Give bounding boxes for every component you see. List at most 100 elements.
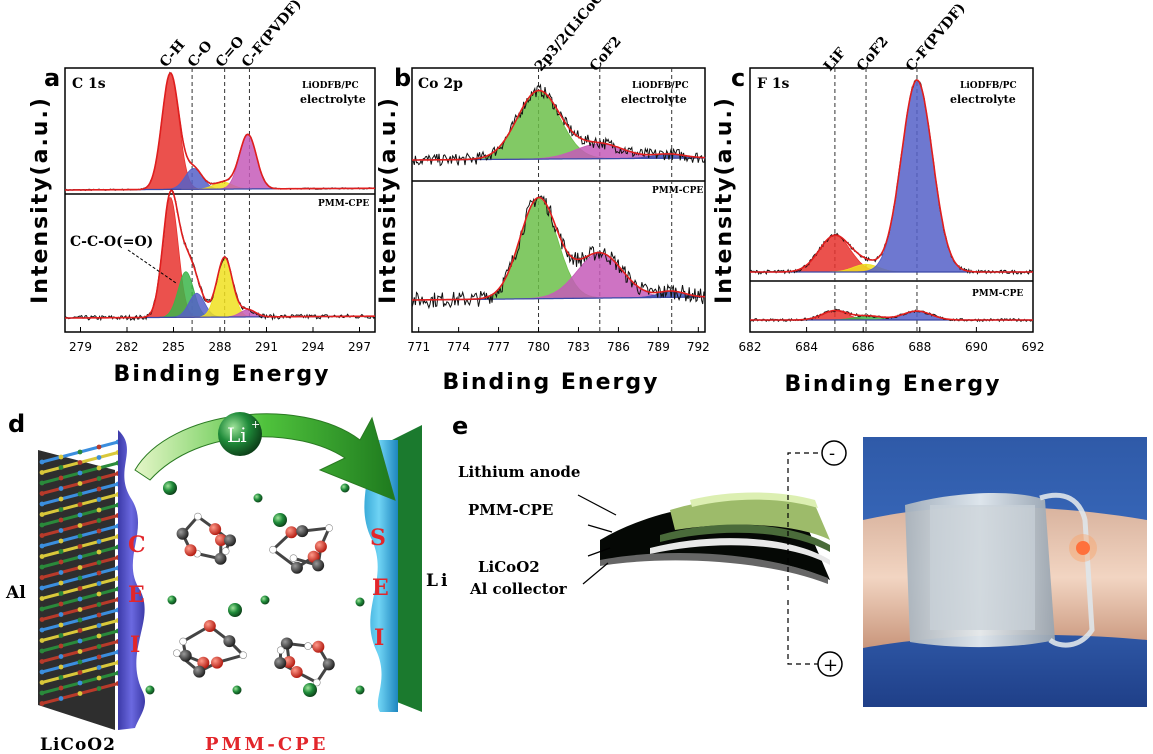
atom-3-8 — [276, 646, 285, 655]
atom-0-1 — [214, 552, 227, 565]
lattice-atom-4-1 — [58, 496, 64, 502]
leader-anode — [577, 494, 617, 516]
lattice-atom-3-3 — [96, 476, 102, 481]
lattice-atom-7-0 — [39, 533, 45, 538]
panel-b: b Co 2p LiODFB/PC electrolyte PMM-CPE 2p… — [376, 0, 710, 395]
li-ion-11 — [145, 685, 155, 695]
lattice-atom-1-3 — [96, 455, 102, 460]
panel-e-letter: e — [452, 412, 468, 440]
panel-a-x-title: Binding Energy — [114, 362, 331, 387]
atom-3-6 — [290, 665, 303, 678]
lattice-atom-14-0 — [39, 606, 45, 612]
panel-c: c F 1s LiODFB/PC electrolyte PMM-CPE LiF… — [712, 0, 1044, 397]
li-ion-6 — [228, 603, 242, 617]
panel-c-letter: c — [731, 64, 745, 92]
atom-3-2 — [304, 642, 312, 650]
panel-c-electrolyte-line2: electrolyte — [950, 93, 1016, 106]
lattice-atom-6-1 — [58, 517, 64, 523]
panel-c-frame — [749, 67, 1034, 333]
photo-led — [1076, 541, 1090, 555]
lattice-atom-7-2 — [77, 523, 83, 528]
lattice-atom-2-1 — [58, 475, 64, 481]
lattice-atom-1-0 — [39, 470, 45, 475]
lattice-atom-16-3 — [96, 612, 102, 618]
x-tick-label-7: 792 — [687, 340, 710, 354]
atom-0-0 — [215, 534, 227, 546]
lattice-atom-6-3 — [96, 507, 102, 513]
atom-0-8 — [221, 547, 230, 555]
lattice-atom-9-3 — [96, 539, 102, 544]
lattice-atom-20-0 — [39, 669, 45, 675]
panel-c-core-label: F 1s — [757, 76, 790, 92]
lattice-atom-14-2 — [77, 596, 83, 602]
panel-a-core-label: C 1s — [72, 76, 106, 92]
panel-a-annotation: C-C-O(=O) — [70, 234, 153, 250]
photo-led-glow — [1069, 534, 1097, 562]
lithium-anode-layer — [670, 496, 830, 540]
layer-label-al: Al collector — [469, 580, 568, 598]
lattice-atom-3-2 — [77, 481, 83, 486]
sei-letter-e: E — [372, 575, 389, 601]
x-tick-label-3: 780 — [527, 340, 550, 354]
panel-a-plot — [64, 68, 376, 332]
panel-b-letter: b — [394, 64, 411, 92]
lattice-atom-22-2 — [77, 680, 83, 686]
lattice-atom-1-1 — [58, 465, 64, 470]
positive-sign: + — [823, 655, 838, 676]
atom-2-8 — [173, 649, 181, 657]
fit-envelope-1 — [65, 189, 375, 319]
photo-tape-edge — [1039, 492, 1095, 648]
lattice-atom-12-1 — [58, 580, 64, 586]
layer-label-anode: Lithium anode — [458, 463, 580, 481]
lattice-atom-0-3 — [96, 444, 102, 450]
x-tick-label-1: 684 — [795, 340, 818, 354]
lattice-atom-21-3 — [96, 665, 102, 670]
li-ion-4 — [167, 595, 177, 605]
lattice-atom-13-2 — [77, 586, 83, 591]
lattice-atom-14-1 — [58, 601, 64, 607]
lattice-atom-7-3 — [96, 518, 102, 523]
panel-b-electrolyte-line1: LiODFB/PC — [632, 81, 689, 91]
lattice-atom-11-1 — [58, 570, 64, 575]
x-tick-label-2: 777 — [487, 340, 510, 354]
cei-letter-e: E — [128, 582, 145, 608]
atom-0-6 — [209, 523, 222, 536]
lattice-atom-15-0 — [39, 617, 45, 622]
panel-b-plot — [411, 68, 706, 332]
lattice-atom-3-1 — [58, 486, 64, 491]
atom-2-4 — [223, 635, 236, 648]
lattice-atom-9-0 — [39, 554, 45, 559]
x-tick-label-5: 294 — [302, 340, 325, 354]
leader-licoo2 — [587, 547, 611, 557]
li-ion-0 — [163, 481, 177, 495]
lattice-atom-5-1 — [58, 507, 64, 512]
lattice-atom-18-0 — [39, 648, 45, 654]
panel-b-pmm-label: PMM-CPE — [652, 186, 703, 196]
lattice-atom-13-3 — [96, 581, 102, 586]
al-collector-layer — [600, 553, 828, 584]
lattice-atom-20-1 — [58, 664, 64, 670]
atom-3-5 — [312, 678, 321, 687]
panel-b-frame — [411, 67, 706, 333]
atom-3-3 — [312, 640, 325, 653]
x-tick-label-3: 288 — [209, 340, 232, 354]
sei-letter-s: S — [370, 525, 386, 551]
lattice-atom-15-3 — [96, 602, 102, 607]
li-label: Li — [426, 571, 450, 591]
licoo2-crystal-lattice — [39, 439, 121, 706]
panel-c-peak-cf: C-F(PVDF) — [903, 0, 969, 74]
lattice-atom-8-2 — [77, 533, 83, 539]
lattice-atom-8-3 — [96, 528, 102, 534]
panel-a-ticks: 279 282 285 288 291 294 297 — [69, 327, 371, 354]
lattice-atom-10-2 — [77, 554, 83, 560]
panel-a-electrolyte-line1: LiODFB/PC — [302, 81, 359, 91]
lattice-atom-18-3 — [96, 633, 102, 639]
lattice-atom-11-0 — [39, 575, 45, 580]
lattice-atom-15-1 — [58, 612, 64, 617]
lattice-atom-11-3 — [96, 560, 102, 565]
lattice-atom-18-2 — [77, 638, 83, 644]
panel-a-pmm-label: PMM-CPE — [318, 199, 369, 209]
layer-label-licoo2: LiCoO2 — [478, 558, 540, 576]
lattice-atom-16-0 — [39, 627, 45, 633]
